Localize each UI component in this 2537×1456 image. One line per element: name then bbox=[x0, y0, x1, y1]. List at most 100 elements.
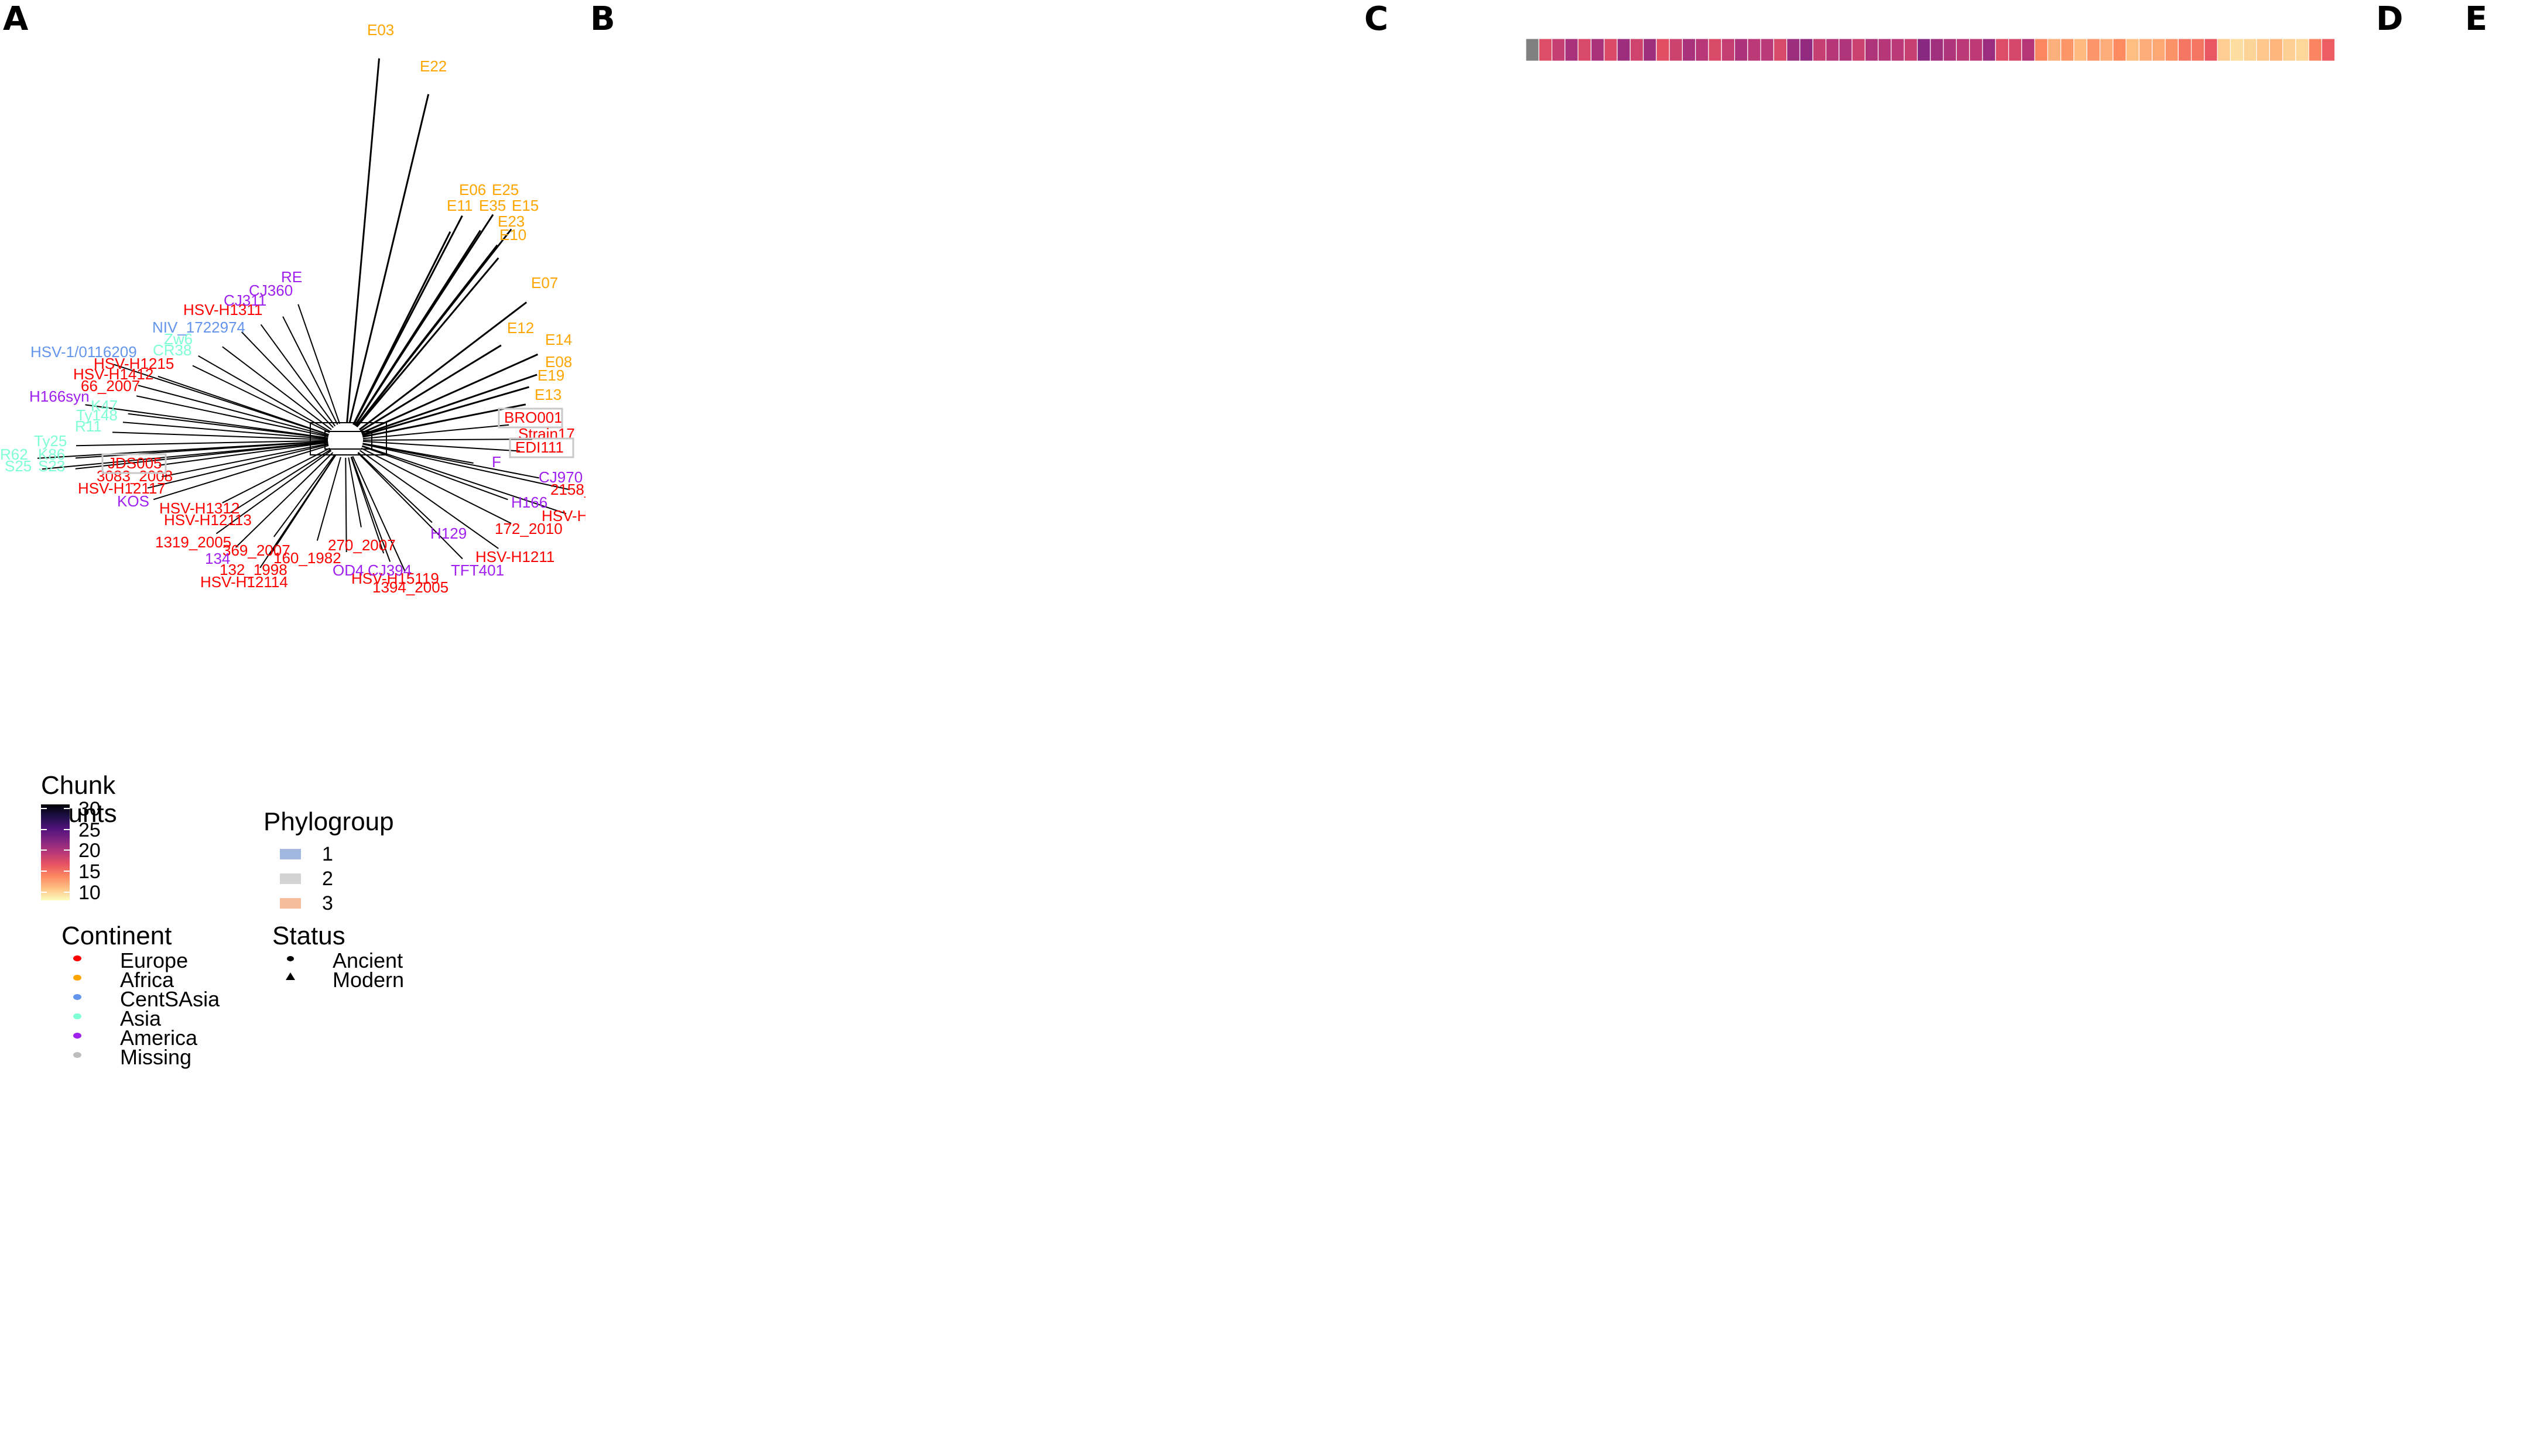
network-edge bbox=[362, 386, 530, 437]
heatmap-cell bbox=[2217, 38, 2231, 61]
heatmap-cell bbox=[1525, 38, 1539, 61]
network-edge bbox=[158, 375, 329, 436]
heatmap-cell bbox=[1721, 38, 1735, 61]
heatmap-cell bbox=[1864, 38, 1879, 61]
colorbar-tick-mark bbox=[64, 891, 70, 893]
network-edge bbox=[360, 344, 502, 432]
status-label: Ancient bbox=[333, 948, 403, 972]
phylogroup-label: 2 bbox=[322, 868, 333, 890]
network-node-label: E11 bbox=[447, 197, 473, 214]
panel-label-c: C bbox=[1364, 0, 1389, 38]
network-node-label: E35 bbox=[479, 197, 506, 214]
network-edge bbox=[260, 324, 336, 427]
panel-label-d: D bbox=[2376, 0, 2404, 38]
panel-label-a: A bbox=[3, 0, 29, 38]
heatmap bbox=[1525, 38, 2336, 61]
network-node-label: E19 bbox=[537, 366, 564, 384]
heatmap-cell bbox=[1773, 38, 1788, 61]
network-edge bbox=[138, 385, 329, 437]
colorbar-tick-mark bbox=[41, 808, 47, 810]
network-edge bbox=[359, 450, 499, 549]
ancient-sample-box bbox=[101, 453, 167, 474]
network-edge bbox=[235, 452, 334, 548]
network-edge bbox=[259, 454, 337, 568]
heatmap-cell bbox=[2125, 38, 2140, 61]
network-edge bbox=[113, 364, 329, 436]
network-edge bbox=[348, 94, 430, 424]
heatmap-cell bbox=[2230, 38, 2244, 61]
network-edges bbox=[37, 58, 570, 572]
network-edge bbox=[361, 447, 512, 524]
network-node-label: HSV-H1311 bbox=[183, 301, 262, 318]
continent-swatch bbox=[73, 1052, 81, 1058]
heatmap-cell bbox=[2282, 38, 2296, 61]
heatmap-cell bbox=[2321, 38, 2336, 61]
continent-label: Missing bbox=[120, 1045, 192, 1069]
ancient-circle-icon bbox=[287, 956, 294, 961]
network-edge bbox=[362, 445, 567, 515]
heatmap-cell bbox=[2060, 38, 2074, 61]
heatmap-cell bbox=[1969, 38, 1983, 61]
panel-label-e: E bbox=[2465, 0, 2488, 38]
heatmap-cell bbox=[2086, 38, 2101, 61]
network-edge bbox=[222, 346, 332, 430]
heatmap-cell bbox=[1642, 38, 1657, 61]
heatmap-cell bbox=[1891, 38, 1905, 61]
network-edge bbox=[345, 457, 347, 553]
network-node-label: R62 bbox=[0, 446, 28, 463]
continent-swatch bbox=[73, 955, 81, 961]
status-label: Modern bbox=[333, 968, 405, 992]
network-node-label: E10 bbox=[499, 226, 526, 244]
phylogroup-swatch bbox=[280, 849, 301, 859]
heatmap-cell bbox=[2190, 38, 2205, 61]
network-node-label: CJ394 bbox=[368, 561, 412, 579]
phylogroup-swatch bbox=[280, 873, 301, 884]
heatmap-cell bbox=[1786, 38, 1800, 61]
colorbar-tick-mark bbox=[41, 828, 47, 830]
heatmap-cell bbox=[1734, 38, 1748, 61]
heatmap-cell bbox=[1577, 38, 1592, 61]
heatmap-cell bbox=[2034, 38, 2049, 61]
network-edge bbox=[358, 302, 528, 430]
network-node-label: E08 bbox=[545, 353, 572, 371]
heatmap-cell bbox=[2256, 38, 2270, 61]
network-edge bbox=[297, 304, 341, 424]
network-node-label: K47 bbox=[91, 397, 118, 414]
heatmap-cell bbox=[2269, 38, 2283, 61]
heatmap-cell bbox=[2047, 38, 2062, 61]
network-edge bbox=[136, 395, 328, 437]
heatmap-cell bbox=[1982, 38, 1996, 61]
continent-label: Europe bbox=[120, 948, 189, 972]
network-node-label: H129 bbox=[430, 525, 467, 542]
network-node-label: S25 bbox=[5, 457, 32, 475]
network-edge bbox=[241, 331, 334, 428]
network-node-label: E06 bbox=[459, 181, 486, 198]
network-node-label: 160_1982 bbox=[273, 549, 341, 567]
heatmap-cell bbox=[1682, 38, 1696, 61]
network-node-label: Ty25 bbox=[34, 432, 67, 450]
network-edge bbox=[350, 457, 385, 554]
network-node-label: HSV-H12118 bbox=[542, 507, 586, 525]
heatmap-cell bbox=[1995, 38, 2009, 61]
heatmap-cell bbox=[1838, 38, 1853, 61]
network-node-label: BRO001 bbox=[504, 409, 563, 426]
network-node-label: CJ311 bbox=[224, 292, 266, 309]
colorbar bbox=[41, 804, 70, 900]
colorbar-title-line1: Chunk bbox=[41, 771, 116, 800]
network-node-label: 3083_2008 bbox=[97, 467, 173, 485]
colorbar-tick-mark bbox=[64, 828, 70, 830]
heatmap-cell bbox=[1551, 38, 1566, 61]
network-core bbox=[310, 422, 387, 455]
phylogroup-label: 1 bbox=[322, 843, 333, 865]
network-edge bbox=[356, 257, 499, 427]
network-edge bbox=[122, 422, 328, 440]
ancient-sample-box bbox=[498, 407, 563, 429]
network-node-label: 369_2007 bbox=[222, 542, 290, 559]
network-node-label: Strain17 bbox=[518, 425, 575, 443]
network-edge bbox=[230, 449, 331, 513]
phylogroup-legend-title: Phylogroup bbox=[263, 807, 394, 836]
network-node-label: RE bbox=[281, 268, 302, 286]
network-node-label: R11 bbox=[75, 417, 102, 435]
network-node-label: 1319_2005 bbox=[155, 533, 231, 551]
heatmap-cell bbox=[2165, 38, 2179, 61]
